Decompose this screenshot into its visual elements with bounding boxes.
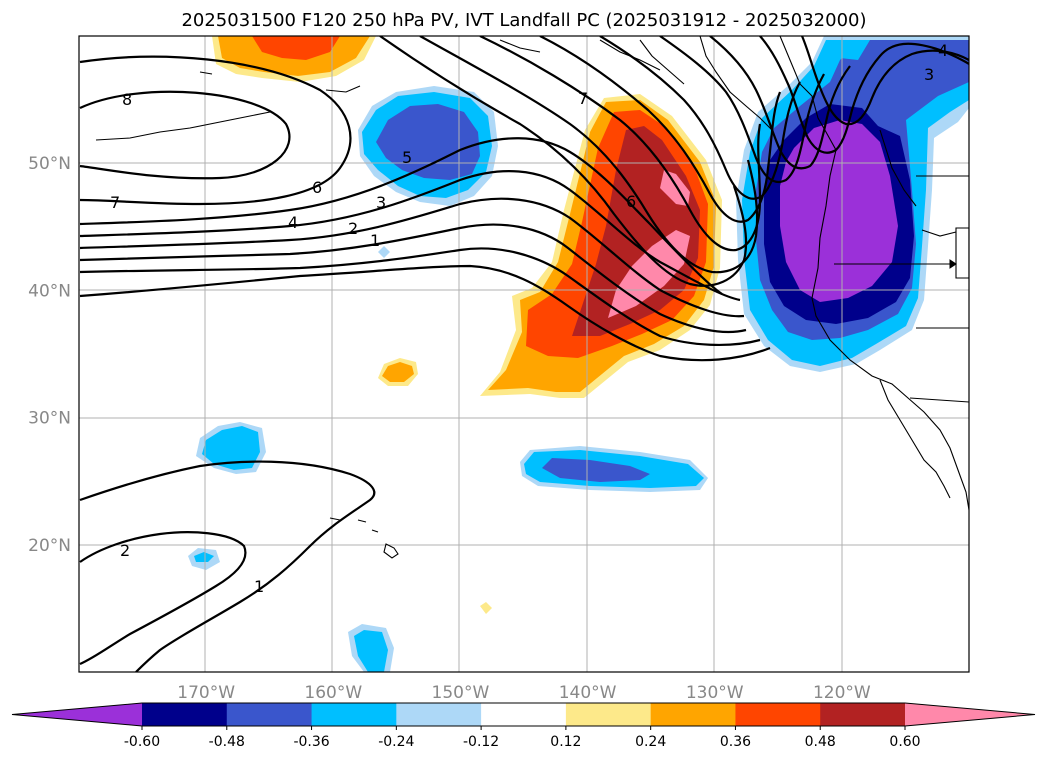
colorbar-segment [565, 703, 652, 726]
pv-shading-layer [188, 36, 969, 672]
contour-labels: 8 7 6 5 4 3 2 1 7 6 3 4 2 1 [110, 41, 948, 596]
contour-label: 7 [578, 89, 588, 108]
longitude-tick-labels: 170°W 160°W 150°W 140°W 130°W 120°W [177, 683, 871, 703]
lon-tick-label: 120°W [813, 683, 871, 703]
colorbar-segment [735, 703, 821, 726]
latitude-tick-labels: 50°N 40°N 30°N 20°N [28, 154, 71, 556]
contour-label: 6 [312, 178, 322, 197]
figure-title: 2025031500 F120 250 hPa PV, IVT Landfall… [181, 10, 866, 31]
colorbar-tick-label: -0.12 [463, 734, 499, 750]
contour-label: 4 [288, 213, 298, 232]
map-area: 8 7 6 5 4 3 2 1 7 6 3 4 2 1 [78, 35, 970, 673]
map-frame [78, 35, 970, 673]
colorbar-extend-min [12, 703, 142, 726]
colorbar-tick-label: -0.36 [293, 734, 329, 750]
colorbar-tick-label: 0.36 [720, 734, 751, 750]
colorbar-segment [226, 703, 313, 726]
annotation-lines [834, 259, 957, 269]
lat-tick-label: 40°N [28, 281, 71, 301]
lon-tick-label: 130°W [686, 683, 744, 703]
map-gridlines [79, 36, 969, 672]
contour-label: 1 [254, 577, 264, 596]
contour-label: 1 [370, 231, 380, 250]
colorbar-tick-label: 0.12 [550, 734, 581, 750]
colorbar-segment [142, 703, 228, 726]
contour-label: 2 [120, 541, 130, 560]
colorbar-segment [650, 703, 736, 726]
colorbar-segment [311, 703, 397, 726]
lon-tick-label: 150°W [432, 683, 490, 703]
colorbar: -0.60 -0.48 -0.36 -0.24 -0.12 0.12 0.24 0.36 0.4… [11, 702, 1036, 750]
positive-anomaly-trough [480, 94, 722, 398]
colorbar-tick-label: -0.60 [124, 734, 160, 750]
lon-tick-label: 140°W [559, 683, 617, 703]
lat-tick-label: 30°N [28, 409, 71, 429]
colorbar-tick-label: 0.60 [889, 734, 920, 750]
contour-label: 2 [348, 219, 358, 238]
contour-label: 8 [122, 90, 132, 109]
colorbar-tick-label: -0.48 [209, 734, 245, 750]
contour-label: 3 [924, 65, 934, 84]
colorbar-tick-label: 0.24 [635, 734, 666, 750]
coastlines [95, 36, 969, 559]
colorbar-tick-label: -0.24 [378, 734, 414, 750]
contour-label: 6 [626, 192, 636, 211]
ivt-contours [79, 36, 969, 672]
lat-tick-label: 20°N [28, 536, 71, 556]
contour-label: 3 [376, 193, 386, 212]
lon-tick-label: 160°W [304, 683, 362, 703]
lon-tick-label: 170°W [177, 683, 235, 703]
negative-anomaly-west-coast [736, 36, 969, 372]
negative-anomaly-subtropical-band [520, 446, 708, 492]
colorbar-tick-label: 0.48 [805, 734, 836, 750]
contour-label: 5 [402, 148, 412, 167]
contour-label: 7 [110, 193, 120, 212]
contour-label: 4 [938, 41, 948, 60]
colorbar-segment [481, 703, 567, 726]
colorbar-segment [396, 703, 482, 726]
colorbar-segment [820, 703, 906, 726]
colorbar-extend-max [905, 703, 1035, 726]
lat-tick-label: 50°N [28, 154, 71, 174]
